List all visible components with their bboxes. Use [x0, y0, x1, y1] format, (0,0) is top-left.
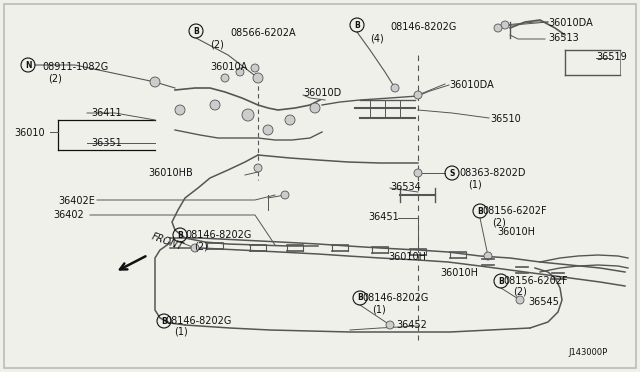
Text: 36010DA: 36010DA	[548, 18, 593, 28]
Text: 36545: 36545	[528, 297, 559, 307]
Text: 36513: 36513	[548, 33, 579, 43]
Text: 36402E: 36402E	[58, 196, 95, 206]
Text: S: S	[449, 169, 454, 177]
Text: 08566-6202A: 08566-6202A	[230, 28, 296, 38]
Text: J143000P: J143000P	[568, 348, 607, 357]
Text: (2): (2)	[194, 241, 208, 251]
Text: 36010D: 36010D	[303, 88, 341, 98]
Text: 08363-8202D: 08363-8202D	[459, 168, 525, 178]
Circle shape	[501, 21, 509, 29]
Text: 36351: 36351	[91, 138, 122, 148]
Circle shape	[221, 74, 229, 82]
Circle shape	[175, 105, 185, 115]
Text: (1): (1)	[372, 304, 386, 314]
Circle shape	[414, 169, 422, 177]
Circle shape	[150, 77, 160, 87]
Circle shape	[386, 321, 394, 329]
Circle shape	[263, 125, 273, 135]
Circle shape	[281, 191, 289, 199]
Circle shape	[254, 164, 262, 172]
Circle shape	[210, 100, 220, 110]
Text: B: B	[477, 206, 483, 215]
Text: (1): (1)	[174, 327, 188, 337]
Text: 08146-8202G: 08146-8202G	[390, 22, 456, 32]
Text: 08156-6202F: 08156-6202F	[482, 206, 547, 216]
Text: 36010: 36010	[14, 128, 45, 138]
Circle shape	[414, 91, 422, 99]
Circle shape	[191, 244, 199, 252]
Text: B: B	[498, 276, 504, 285]
Text: 36510: 36510	[490, 114, 521, 124]
Text: FRONT: FRONT	[150, 231, 185, 252]
Text: 36411: 36411	[91, 108, 122, 118]
Circle shape	[391, 84, 399, 92]
Text: B: B	[161, 317, 167, 326]
Text: 36010A: 36010A	[210, 62, 247, 72]
Text: (2): (2)	[210, 39, 224, 49]
Circle shape	[494, 24, 502, 32]
Text: (2): (2)	[513, 287, 527, 297]
Circle shape	[310, 103, 320, 113]
Text: 08146-8202G: 08146-8202G	[185, 230, 252, 240]
Text: B: B	[193, 26, 199, 35]
Text: B: B	[357, 294, 363, 302]
Text: 08156-6202F: 08156-6202F	[503, 276, 568, 286]
Text: (2): (2)	[492, 217, 506, 227]
Text: N: N	[25, 61, 31, 70]
Text: 08911-1082G: 08911-1082G	[42, 62, 108, 72]
Circle shape	[236, 68, 244, 76]
Text: B: B	[354, 20, 360, 29]
Text: (1): (1)	[468, 179, 482, 189]
Text: 08146-8202G: 08146-8202G	[362, 293, 428, 303]
Text: 36402: 36402	[53, 210, 84, 220]
Circle shape	[484, 252, 492, 260]
Text: 36534: 36534	[390, 182, 420, 192]
Text: 36010H: 36010H	[440, 268, 478, 278]
Circle shape	[253, 73, 263, 83]
Text: 36519: 36519	[596, 52, 627, 62]
Text: 08146-8202G: 08146-8202G	[165, 316, 232, 326]
Text: 36010HB: 36010HB	[148, 168, 193, 178]
Circle shape	[251, 64, 259, 72]
Text: 36010DA: 36010DA	[449, 80, 493, 90]
Text: 36010H: 36010H	[497, 227, 535, 237]
Text: 36451: 36451	[368, 212, 399, 222]
Text: 36010H: 36010H	[388, 252, 426, 262]
Circle shape	[516, 296, 524, 304]
Text: (4): (4)	[370, 33, 384, 43]
Text: B: B	[177, 231, 183, 240]
Text: 36452: 36452	[396, 320, 427, 330]
Circle shape	[242, 109, 254, 121]
Text: (2): (2)	[48, 73, 62, 83]
Circle shape	[285, 115, 295, 125]
